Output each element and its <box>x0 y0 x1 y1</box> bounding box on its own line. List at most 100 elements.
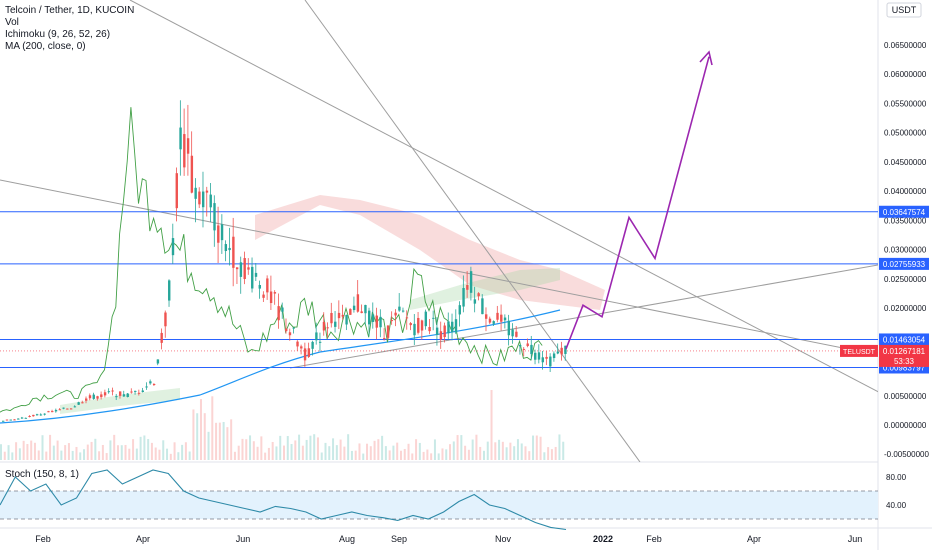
candle-body <box>254 272 258 277</box>
candle-body <box>9 419 12 421</box>
stoch-line <box>0 469 567 531</box>
level-tag-label: 0.00983797 <box>883 363 926 372</box>
candle-body <box>171 238 175 256</box>
volume-bar <box>3 451 6 460</box>
level-tag <box>879 333 929 346</box>
volume-bar <box>60 450 63 460</box>
volume-bar <box>358 443 361 460</box>
volume-bar <box>188 451 191 460</box>
volume-bar <box>116 445 119 460</box>
candle-body <box>454 319 458 333</box>
y-tick-label: 0.06000000 <box>884 70 927 79</box>
level-tag-label: 0.02755933 <box>883 260 926 269</box>
volume-bar <box>90 441 93 460</box>
candle-body <box>186 138 190 154</box>
volume-bar <box>283 445 285 460</box>
volume-bar <box>215 422 218 460</box>
y-tick-label: 0.03000000 <box>884 246 927 255</box>
volume-bar <box>222 421 225 460</box>
candle-body <box>13 419 16 421</box>
candle-body <box>247 267 250 270</box>
volume-bar <box>79 452 82 460</box>
volume-bar <box>490 390 493 460</box>
candle-body <box>58 409 61 411</box>
volume-bar <box>339 439 342 460</box>
legend-ma[interactable]: MA (200, close, 0) <box>5 41 86 52</box>
volume-bar <box>249 435 252 460</box>
currency-box[interactable] <box>886 2 922 18</box>
volume-bar <box>0 444 2 460</box>
candle-body <box>334 321 337 327</box>
volume-bar <box>128 448 131 460</box>
candle-body <box>285 328 288 332</box>
candle-body <box>473 299 477 304</box>
candle-body <box>364 304 367 314</box>
candle-body <box>73 406 77 408</box>
candle-body <box>492 321 495 324</box>
volume-bar <box>467 449 470 460</box>
legend-ichimoku[interactable]: Ichimoku (9, 26, 52, 26) <box>5 29 111 40</box>
x-axis[interactable]: Feb Apr Jun Aug Sep Nov 2022 Feb Apr Jun <box>35 534 862 544</box>
candle-body <box>141 390 145 392</box>
x-tick-label: Feb <box>646 534 662 544</box>
candle-body <box>556 351 560 354</box>
volume-bar <box>335 445 338 460</box>
candle-body <box>515 331 518 337</box>
candle-body <box>111 390 114 392</box>
candle-body <box>115 396 118 398</box>
volume-bar <box>177 452 180 460</box>
volume-bar <box>426 449 429 460</box>
volume-bar <box>437 453 440 460</box>
volume-bar <box>15 442 18 460</box>
candle-body <box>81 402 84 404</box>
volume-bar <box>471 439 474 460</box>
candle-body <box>360 311 363 314</box>
projection-arrowhead <box>699 50 713 66</box>
volume-bar <box>196 413 199 460</box>
volume-bar <box>230 419 233 460</box>
level-tag <box>879 257 929 270</box>
candle-body <box>552 353 556 359</box>
x-tick-label: Nov <box>495 534 512 544</box>
volume-bar <box>532 435 535 460</box>
volume-bar <box>381 435 384 460</box>
candle-body <box>198 191 201 205</box>
y-tick-label: 0.03500000 <box>884 216 927 225</box>
volume-bar <box>388 450 391 460</box>
x-tick-label: Apr <box>747 534 761 544</box>
candle-body <box>356 294 360 312</box>
volume-bar <box>150 442 153 460</box>
current-price-label: 0.01267181 <box>883 347 926 356</box>
symbol-title[interactable]: Telcoin / Tether, 1D, KUCOIN <box>5 5 135 16</box>
main-pane[interactable] <box>0 0 932 462</box>
current-price-tag <box>879 344 929 367</box>
candle-body <box>447 321 450 334</box>
volume-bar <box>226 427 229 460</box>
candle-body <box>35 414 39 416</box>
candle-body <box>371 314 375 322</box>
candle-body <box>88 395 92 399</box>
stoch-tick-label: 80.00 <box>886 473 907 482</box>
volume-bar <box>275 446 278 460</box>
volume-bar <box>301 445 304 460</box>
volume-bar <box>399 450 402 460</box>
volume-bar <box>233 451 236 460</box>
candle-body <box>107 391 111 393</box>
candle-body <box>326 327 329 329</box>
volume-bar <box>501 441 504 460</box>
candle-body <box>24 417 28 419</box>
candle-body <box>288 332 292 336</box>
candle-body <box>179 127 182 150</box>
volume-bar <box>373 440 376 460</box>
y-tick-label: 0.00000000 <box>884 421 927 430</box>
candle-body <box>20 417 24 419</box>
stoch-legend[interactable]: Stoch (150, 8, 1) <box>5 469 79 480</box>
volume-bar <box>464 445 467 460</box>
candle-body <box>220 224 224 241</box>
volume-bar <box>422 451 425 460</box>
legend-vol[interactable]: Vol <box>5 17 19 28</box>
stoch-pane[interactable] <box>0 469 878 531</box>
candle-body <box>435 327 439 336</box>
candle-body <box>401 310 405 312</box>
